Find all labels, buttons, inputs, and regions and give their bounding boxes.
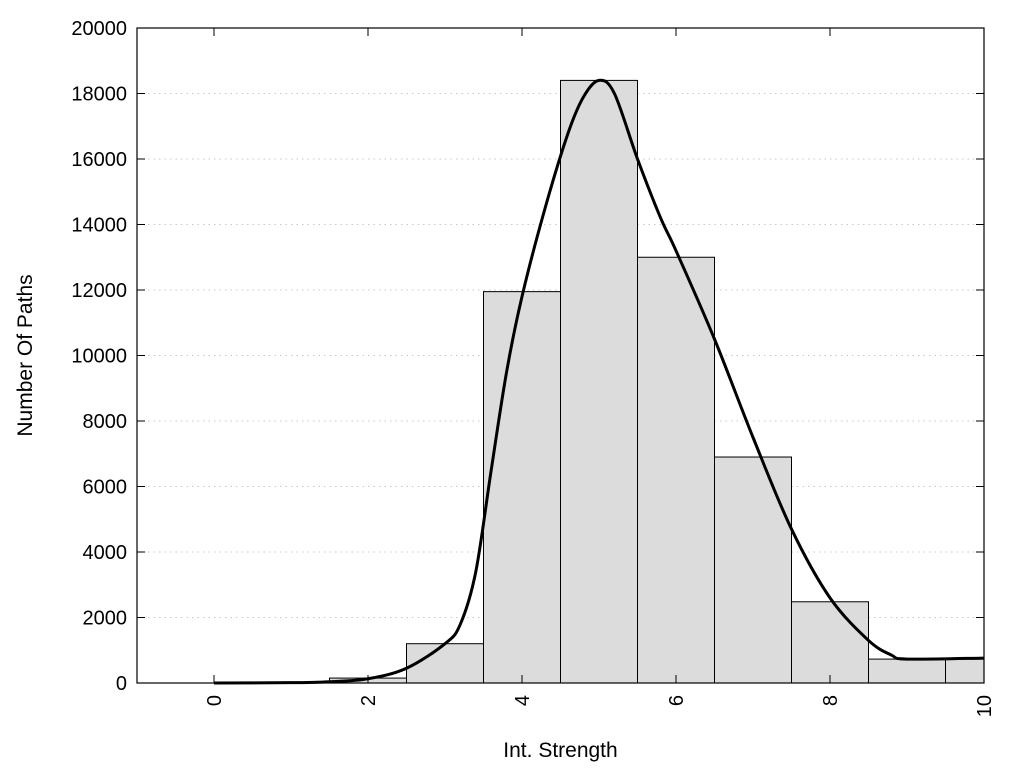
y-axis-title: Number Of Paths	[14, 274, 37, 436]
x-tick-label: 10	[974, 695, 996, 717]
x-axis: 0 2 4 6 8 10	[204, 28, 996, 717]
bars	[329, 79, 985, 684]
fit-curve	[213, 78, 985, 685]
histogram-bar	[714, 456, 792, 684]
x-tick-label: 6	[666, 695, 688, 706]
y-tick-label: 0	[116, 673, 127, 695]
x-tick-label: 2	[358, 695, 380, 706]
y-tick-label: 16000	[71, 149, 127, 171]
x-axis-title: Int. Strength	[503, 739, 617, 762]
y-tick-label: 8000	[83, 411, 128, 433]
histogram-bar	[560, 79, 638, 684]
fit-curve-line	[213, 78, 985, 685]
histogram-bar	[637, 256, 715, 684]
histogram-bar	[868, 658, 946, 684]
y-tick-label: 6000	[83, 477, 128, 499]
x-tick-label: 4	[512, 695, 534, 706]
y-tick-label: 10000	[71, 346, 127, 368]
y-tick-label: 20000	[71, 18, 127, 40]
histogram-bar	[945, 658, 985, 684]
x-tick-label: 8	[820, 695, 842, 706]
x-tick-label: 0	[204, 695, 226, 706]
y-axis: 0 2000 4000 6000 8000 10000 12000 14000 16000 180…	[71, 18, 984, 695]
histogram-bar	[791, 601, 869, 684]
histogram-bar	[483, 291, 561, 684]
y-tick-label: 14000	[71, 215, 127, 237]
y-tick-label: 2000	[83, 608, 128, 630]
y-tick-label: 18000	[71, 84, 127, 106]
y-tick-label: 4000	[83, 542, 128, 564]
y-tick-label: 12000	[71, 280, 127, 302]
